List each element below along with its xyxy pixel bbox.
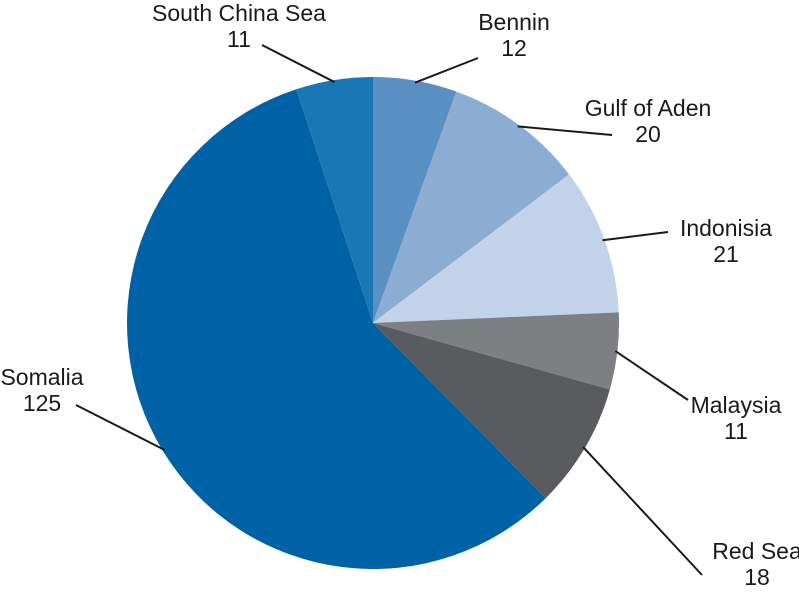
- slice-label-value: 12: [501, 35, 527, 61]
- slice-label-name: Indonisia: [680, 215, 772, 241]
- pie-slice-south-china-sea: [296, 77, 373, 323]
- pie-slice-malaysia: [373, 312, 620, 390]
- leader-line-somalia: [75, 404, 166, 451]
- slice-label-value: 21: [713, 241, 739, 267]
- slice-label-name: South China Sea: [152, 0, 326, 26]
- leader-line-indonisia: [602, 231, 669, 242]
- leader-line-south-china-sea: [261, 44, 335, 83]
- leader-line-malaysia: [614, 350, 689, 401]
- slice-label-name: Gulf of Aden: [585, 95, 712, 121]
- slice-label-name: Malaysia: [691, 392, 782, 418]
- pie-slices: [127, 77, 620, 569]
- slice-label-value: 18: [744, 564, 770, 590]
- pie-slice-bennin: [373, 77, 457, 323]
- leader-line-gulf-of-aden: [517, 125, 613, 136]
- pie-slice-red-sea: [373, 323, 610, 499]
- slice-label-value: 20: [635, 121, 661, 147]
- leader-lines: [75, 44, 703, 576]
- slice-label-name: Somalia: [0, 364, 83, 390]
- slice-label-name: Bennin: [478, 9, 550, 35]
- pie-slice-somalia: [127, 89, 546, 569]
- slice-label-value: 125: [23, 390, 61, 416]
- pie-slice-indonisia: [373, 174, 619, 323]
- leader-line-bennin: [414, 57, 479, 84]
- pie-slice-gulf-of-aden: [373, 91, 570, 323]
- leader-line-red-sea: [582, 446, 703, 576]
- slice-label-name: Red Sea: [712, 538, 799, 564]
- slice-label-value: 11: [724, 418, 748, 444]
- slice-label-value: 11: [227, 26, 251, 52]
